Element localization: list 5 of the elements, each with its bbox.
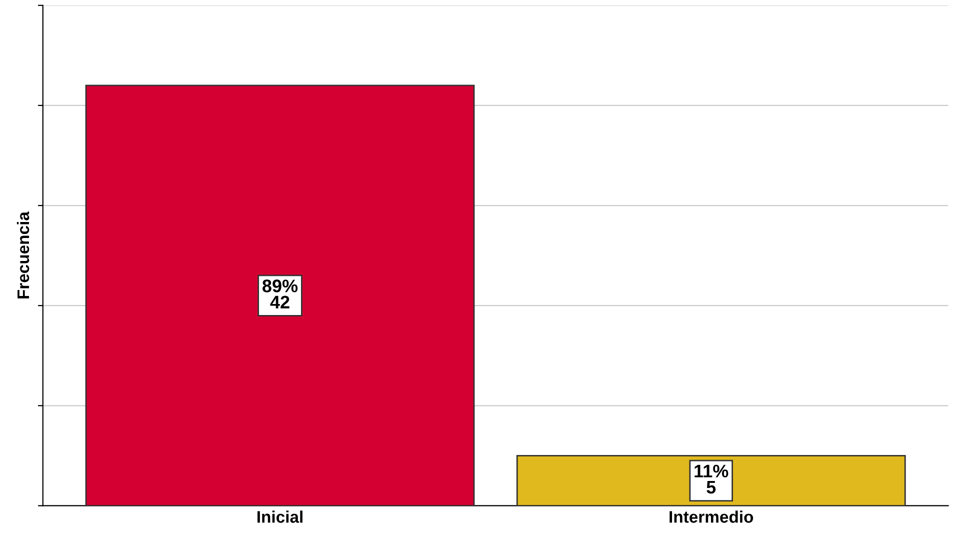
x-tick-label: Intermedio — [670, 510, 754, 523]
data-label: 89% 42 — [262, 280, 298, 308]
data-label: 11% 5 — [694, 464, 728, 494]
y-axis-title: Frecuencia — [16, 211, 30, 298]
x-tick-label: Inicial — [257, 510, 302, 523]
